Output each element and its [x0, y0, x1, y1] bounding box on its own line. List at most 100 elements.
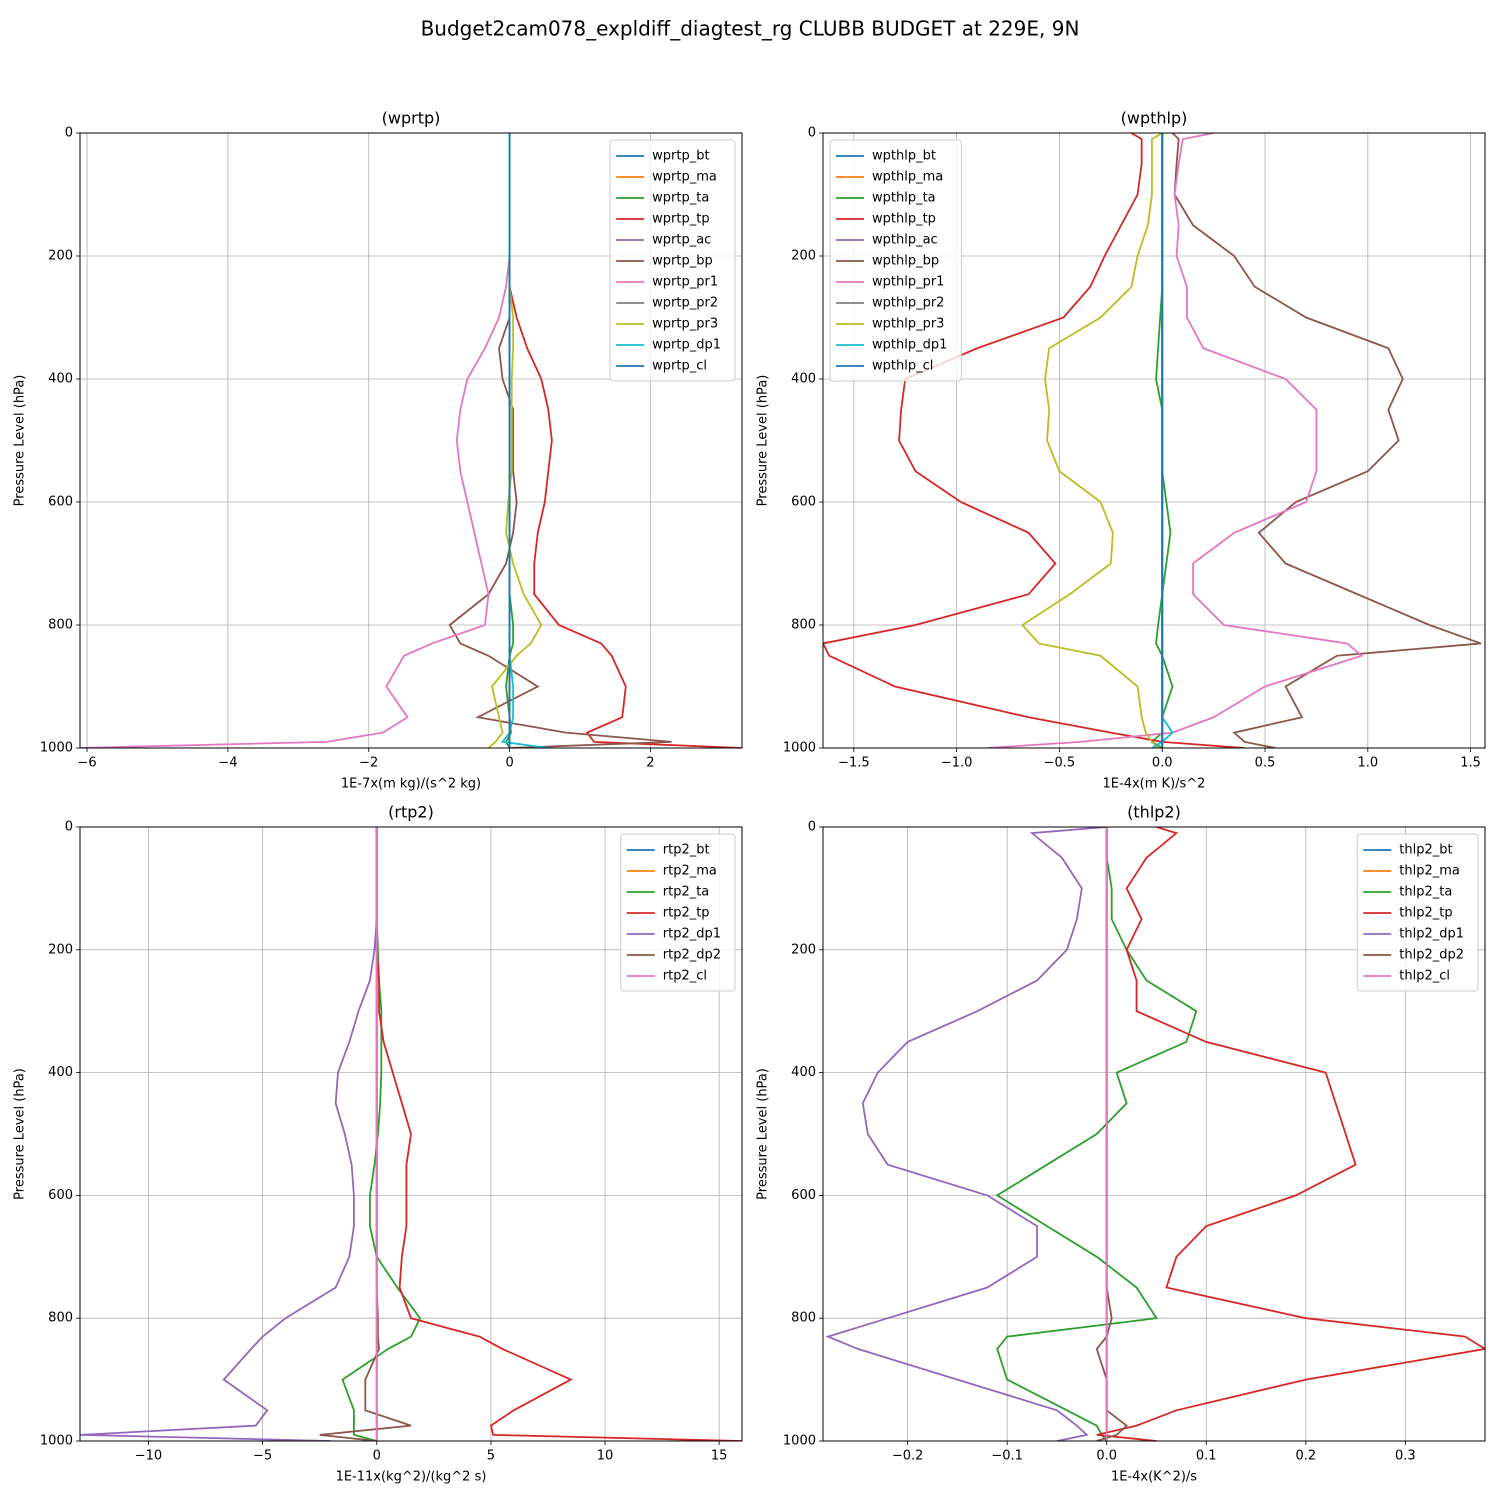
- x-axis-label: 1E-4x(m K)/s^2: [1103, 777, 1206, 792]
- y-tick-label: 400: [48, 372, 73, 387]
- legend-label: wprtp_ma: [652, 170, 717, 185]
- series-line: [1171, 133, 1482, 748]
- y-tick-label: 0: [808, 126, 816, 141]
- y-tick-label: 0: [808, 820, 816, 835]
- legend-label: wpthlp_ta: [872, 191, 936, 206]
- x-tick-label: −1.0: [941, 756, 973, 771]
- y-tick-label: 600: [791, 1188, 816, 1203]
- x-tick-label: 5: [487, 1449, 495, 1464]
- legend-box: [1356, 833, 1479, 992]
- subplot: (thlp2) 1E-4x(K^2)/s Pressure Level (hPa) −…: [756, 803, 1486, 1485]
- y-axis-label: Pressure Level (hPa): [13, 375, 28, 507]
- legend-box: [829, 139, 962, 382]
- series-line: [987, 133, 1364, 748]
- legend-label: wpthlp_pr3: [872, 317, 944, 332]
- legend-label: wprtp_ac: [652, 233, 711, 248]
- x-tick-label: 1.0: [1357, 756, 1378, 771]
- legend: rtp2_bt rtp2_ma rtp2_ta rtp2_tp rtp2_dp1 rtp2…: [620, 833, 736, 992]
- x-axis-label: 1E-7x(m kg)/(s^2 kg): [341, 777, 481, 792]
- legend-label: thlp2_ta: [1399, 885, 1452, 900]
- legend-label: wprtp_bp: [652, 254, 713, 269]
- x-tick-label: −1.5: [838, 756, 870, 771]
- x-tick-label: −6: [77, 756, 96, 771]
- subplot-title: (thlp2): [1127, 803, 1181, 822]
- y-axis-label: Pressure Level (hPa): [13, 1068, 28, 1200]
- x-tick-label: 0: [373, 1449, 381, 1464]
- x-tick-label: 0.5: [1255, 756, 1276, 771]
- y-tick-label: 800: [48, 1311, 73, 1326]
- y-tick-label: 400: [791, 1065, 816, 1080]
- y-tick-label: 0: [65, 126, 73, 141]
- x-tick-label: −10: [135, 1449, 162, 1464]
- legend-label: rtp2_cl: [663, 969, 707, 984]
- x-tick-label: −0.2: [892, 1449, 924, 1464]
- y-tick-label: 800: [791, 1311, 816, 1326]
- legend-label: thlp2_dp2: [1399, 948, 1464, 963]
- legend-label: wpthlp_cl: [872, 359, 933, 374]
- legend-label: wpthlp_ac: [872, 233, 938, 248]
- legend-label: rtp2_ma: [663, 864, 717, 879]
- legend-label: wprtp_pr2: [652, 296, 718, 311]
- subplot-title: (wpthlp): [1121, 109, 1188, 128]
- x-tick-label: 0.0: [1096, 1449, 1117, 1464]
- subplot-title: (wprtp): [382, 109, 441, 128]
- legend-label: wprtp_pr3: [652, 317, 718, 332]
- series-line: [825, 827, 1107, 1441]
- legend-label: wprtp_dp1: [652, 338, 721, 353]
- x-tick-label: −5: [253, 1449, 272, 1464]
- x-tick-label: 1.5: [1460, 756, 1481, 771]
- subplot-title: (rtp2): [388, 803, 434, 822]
- y-tick-label: 600: [48, 495, 73, 510]
- y-tick-label: 1000: [783, 1434, 816, 1449]
- legend-label: wpthlp_pr1: [872, 275, 944, 290]
- legend-label: wprtp_pr1: [652, 275, 718, 290]
- y-tick-label: 600: [791, 495, 816, 510]
- legend-label: wprtp_cl: [652, 359, 707, 374]
- subplot: (wprtp) 1E-7x(m kg)/(s^2 kg) Pressure Leve…: [13, 109, 743, 792]
- x-axis-label: 1E-11x(kg^2)/(kg^2 s): [336, 1470, 487, 1485]
- legend-label: wpthlp_bt: [872, 149, 936, 164]
- legend: thlp2_bt thlp2_ma thlp2_ta thlp2_tp thlp2_dp…: [1356, 833, 1479, 992]
- axes-frame: [79, 132, 743, 749]
- series-line: [1021, 133, 1163, 748]
- y-tick-label: 1000: [40, 741, 73, 756]
- legend: wpthlp_bt wpthlp_ma wpthlp_ta wpthlp_tpwpth…: [829, 139, 962, 382]
- x-tick-label: 0.2: [1295, 1449, 1316, 1464]
- y-tick-label: 800: [791, 618, 816, 633]
- legend-box: [620, 833, 736, 992]
- legend: wprtp_bt wprtp_ma wprtp_ta wprtp_tp wprtp_ac…: [609, 139, 736, 382]
- legend-label: rtp2_ta: [663, 885, 710, 900]
- x-tick-label: −0.5: [1044, 756, 1076, 771]
- x-tick-label: −2: [359, 756, 378, 771]
- series-line: [1096, 827, 1485, 1441]
- series-line: [823, 133, 1245, 748]
- x-tick-label: −4: [218, 756, 237, 771]
- y-axis-label: Pressure Level (hPa): [756, 375, 771, 507]
- series-line: [80, 827, 378, 1441]
- y-tick-label: 1000: [40, 1434, 73, 1449]
- legend-label: wpthlp_ma: [872, 170, 943, 185]
- y-tick-label: 400: [791, 372, 816, 387]
- y-tick-label: 400: [48, 1065, 73, 1080]
- legend-label: wpthlp_dp1: [872, 338, 947, 353]
- legend-label: wpthlp_tp: [872, 212, 936, 227]
- y-tick-label: 1000: [783, 741, 816, 756]
- legend-label: thlp2_cl: [1399, 969, 1450, 984]
- legend-label: rtp2_dp1: [663, 927, 721, 942]
- legend-box: [609, 139, 736, 382]
- legend-label: wpthlp_bp: [872, 254, 939, 269]
- subplot: (wpthlp) 1E-4x(m K)/s^2 Pressure Level (hP…: [756, 109, 1486, 792]
- x-tick-label: 15: [711, 1449, 728, 1464]
- x-tick-label: −0.1: [991, 1449, 1023, 1464]
- legend-label: rtp2_dp2: [663, 948, 721, 963]
- x-tick-label: 0.1: [1196, 1449, 1217, 1464]
- legend-label: rtp2_bt: [663, 843, 710, 858]
- x-tick-label: 10: [597, 1449, 614, 1464]
- series-line: [341, 827, 422, 1441]
- series-line: [487, 133, 543, 748]
- y-tick-label: 200: [791, 942, 816, 957]
- axes-frame: [822, 826, 1486, 1442]
- axes-frame: [79, 826, 743, 1442]
- legend-label: thlp2_ma: [1399, 864, 1460, 879]
- x-tick-label: 0.0: [1152, 756, 1173, 771]
